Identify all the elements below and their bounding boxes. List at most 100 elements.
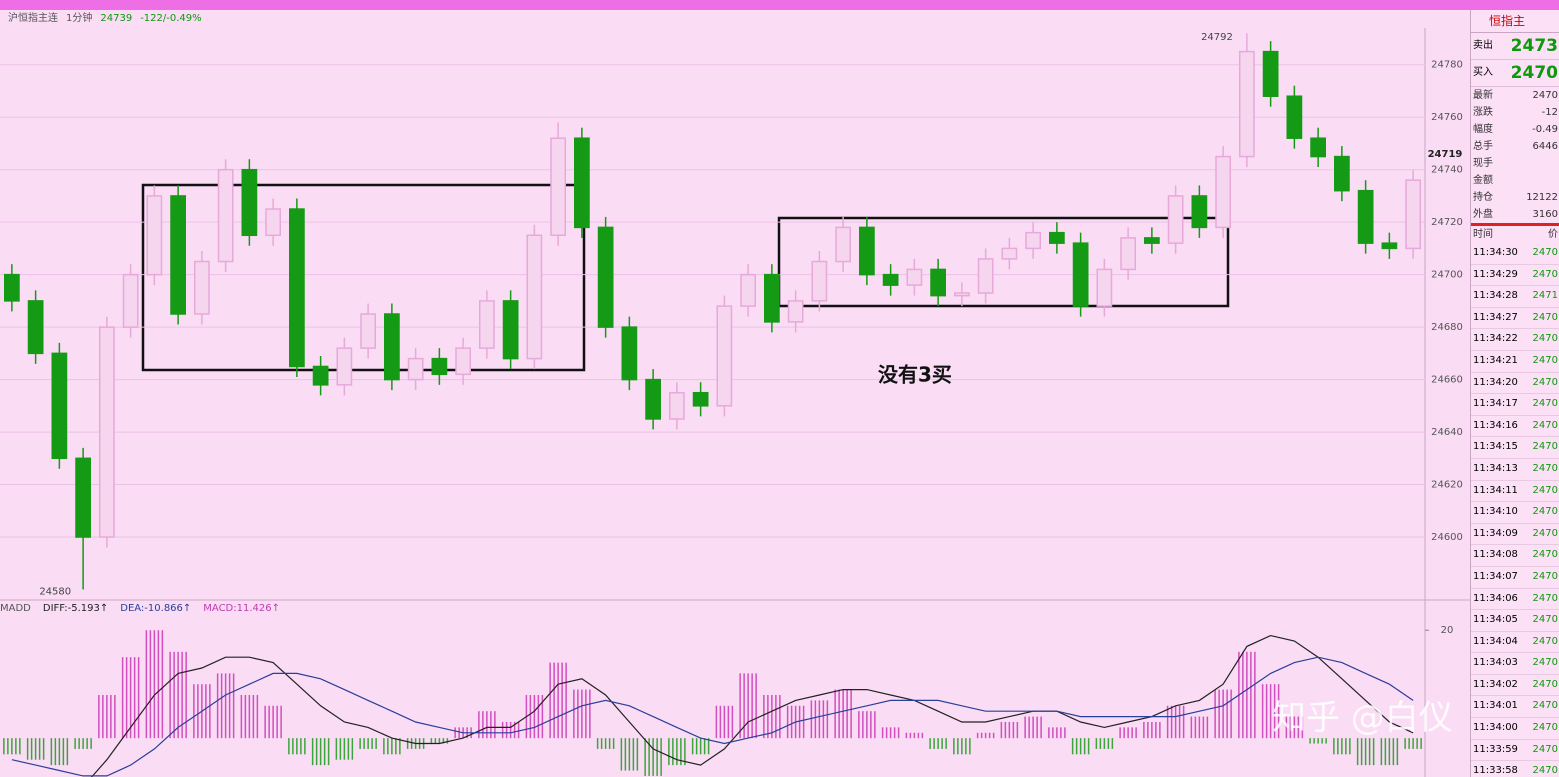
- tick-row: 11:34:04 2470: [1471, 632, 1559, 654]
- current-price: 24719: [1428, 149, 1463, 160]
- tick-price: 2470: [1532, 462, 1558, 474]
- candle-body: [384, 313, 400, 381]
- candle-body: [312, 365, 329, 386]
- info-row: 涨跌 -12: [1471, 104, 1559, 121]
- candle-body: [692, 391, 709, 407]
- tick-time: 11:34:09: [1473, 527, 1518, 539]
- info-label: 总手: [1473, 141, 1493, 152]
- y-tick-label: 24620: [1431, 480, 1463, 491]
- tick-row: 11:34:07 2470: [1471, 567, 1559, 589]
- tick-price: 2470: [1532, 527, 1558, 539]
- candle-body: [289, 208, 305, 368]
- info-row: 现手: [1471, 155, 1559, 172]
- panel-title: 恒指主: [1471, 10, 1559, 33]
- candle-body: [27, 300, 44, 355]
- candle-body: [1262, 50, 1279, 97]
- tick-price: 2470: [1532, 441, 1558, 453]
- tick-row: 11:34:10 2470: [1471, 502, 1559, 524]
- candle-body: [906, 268, 923, 286]
- candle-body: [550, 137, 566, 237]
- tick-time: 11:34:27: [1473, 311, 1518, 323]
- info-label: 涨跌: [1473, 107, 1493, 118]
- tick-time: 11:34:01: [1473, 700, 1518, 712]
- tick-row: 11:34:02 2470: [1471, 675, 1559, 697]
- tick-price: 2470: [1532, 722, 1558, 734]
- quote-value: 2473: [1510, 36, 1558, 56]
- tick-row: 11:34:29 2470: [1471, 265, 1559, 287]
- candle-body: [597, 226, 614, 328]
- tick-time: 11:34:16: [1473, 419, 1518, 431]
- tick-price: 2470: [1532, 635, 1558, 647]
- tick-time: 11:34:04: [1473, 635, 1518, 647]
- info-row: 持仓 12122: [1471, 189, 1559, 206]
- candle-body: [1072, 242, 1089, 307]
- list-header-cell: 时间: [1473, 229, 1493, 240]
- tick-row: 11:34:03 2470: [1471, 653, 1559, 675]
- tick-price: 2470: [1532, 354, 1558, 366]
- tick-price: 2470: [1532, 333, 1558, 345]
- candle-body: [764, 273, 780, 323]
- quote-row: 卖出 2473: [1471, 33, 1559, 60]
- tick-time: 11:34:00: [1473, 722, 1518, 734]
- candle-body: [1310, 137, 1326, 158]
- y-tick-label: 20: [1441, 625, 1454, 636]
- candle-body: [407, 357, 424, 381]
- candle-body: [859, 226, 875, 276]
- candle-body: [146, 195, 163, 276]
- tick-row: 11:34:30 2470: [1471, 243, 1559, 265]
- info-value: -0.49: [1532, 124, 1558, 135]
- tick-price: 2470: [1532, 614, 1558, 626]
- candle-body: [977, 258, 994, 294]
- indicator-label: MADD: [0, 603, 31, 614]
- candle-body: [811, 260, 828, 302]
- period[interactable]: 1分钟: [66, 13, 93, 24]
- tick-row: 11:33:59 2470: [1471, 740, 1559, 762]
- info-row: 外盘 3160: [1471, 206, 1559, 226]
- watermark: 知乎 @白仪: [1272, 698, 1453, 738]
- tick-row: 11:34:06 2470: [1471, 589, 1559, 611]
- candle-body: [194, 260, 210, 315]
- tick-time: 11:34:29: [1473, 268, 1518, 280]
- info-label: 现手: [1473, 158, 1493, 169]
- candle-body: [1357, 189, 1374, 244]
- tick-row: 11:34:27 2470: [1471, 308, 1559, 330]
- info-row: 金额: [1471, 172, 1559, 189]
- tick-price: 2470: [1532, 743, 1558, 755]
- info-label: 最新: [1473, 90, 1493, 101]
- candle-body: [431, 357, 448, 376]
- tick-price: 2470: [1532, 398, 1558, 410]
- tick-row: 11:34:00 2470: [1471, 718, 1559, 740]
- candle-body: [645, 378, 661, 420]
- candle-body: [621, 326, 638, 381]
- tick-row: 11:34:09 2470: [1471, 524, 1559, 546]
- tick-row: 11:34:13 2470: [1471, 459, 1559, 481]
- candle-body: [574, 137, 590, 229]
- candle-body: [1144, 237, 1160, 244]
- indicator-label: DIFF:-5.193↑: [43, 603, 108, 614]
- tick-price: 2470: [1532, 700, 1558, 712]
- tick-row: 11:34:05 2470: [1471, 610, 1559, 632]
- quote-row: 买入 2470: [1471, 60, 1559, 87]
- tick-row: 11:34:16 2470: [1471, 416, 1559, 438]
- tick-time: 11:34:21: [1473, 354, 1518, 366]
- tick-time: 11:34:06: [1473, 592, 1518, 604]
- tick-row: 11:34:01 2470: [1471, 696, 1559, 719]
- tick-row: 11:34:20 2470: [1471, 373, 1559, 395]
- tick-price: 2470: [1532, 678, 1558, 690]
- candle-body: [669, 391, 685, 420]
- info-label: 幅度: [1473, 124, 1493, 135]
- candle-body: [1025, 231, 1041, 250]
- tick-price: 2470: [1532, 592, 1558, 604]
- candle-body: [360, 313, 376, 349]
- tick-time: 11:34:03: [1473, 657, 1518, 669]
- tick-time: 11:34:28: [1473, 290, 1518, 302]
- candle-body: [75, 457, 91, 538]
- indicator-label: DEA:-10.866↑: [120, 603, 191, 614]
- tick-time: 11:34:07: [1473, 570, 1518, 582]
- info-value: 12122: [1526, 192, 1558, 203]
- tick-row: 11:34:21 2470: [1471, 351, 1559, 373]
- candle-body: [1191, 195, 1208, 229]
- tick-price: 2470: [1532, 484, 1558, 496]
- quote-value: 2470: [1510, 63, 1558, 83]
